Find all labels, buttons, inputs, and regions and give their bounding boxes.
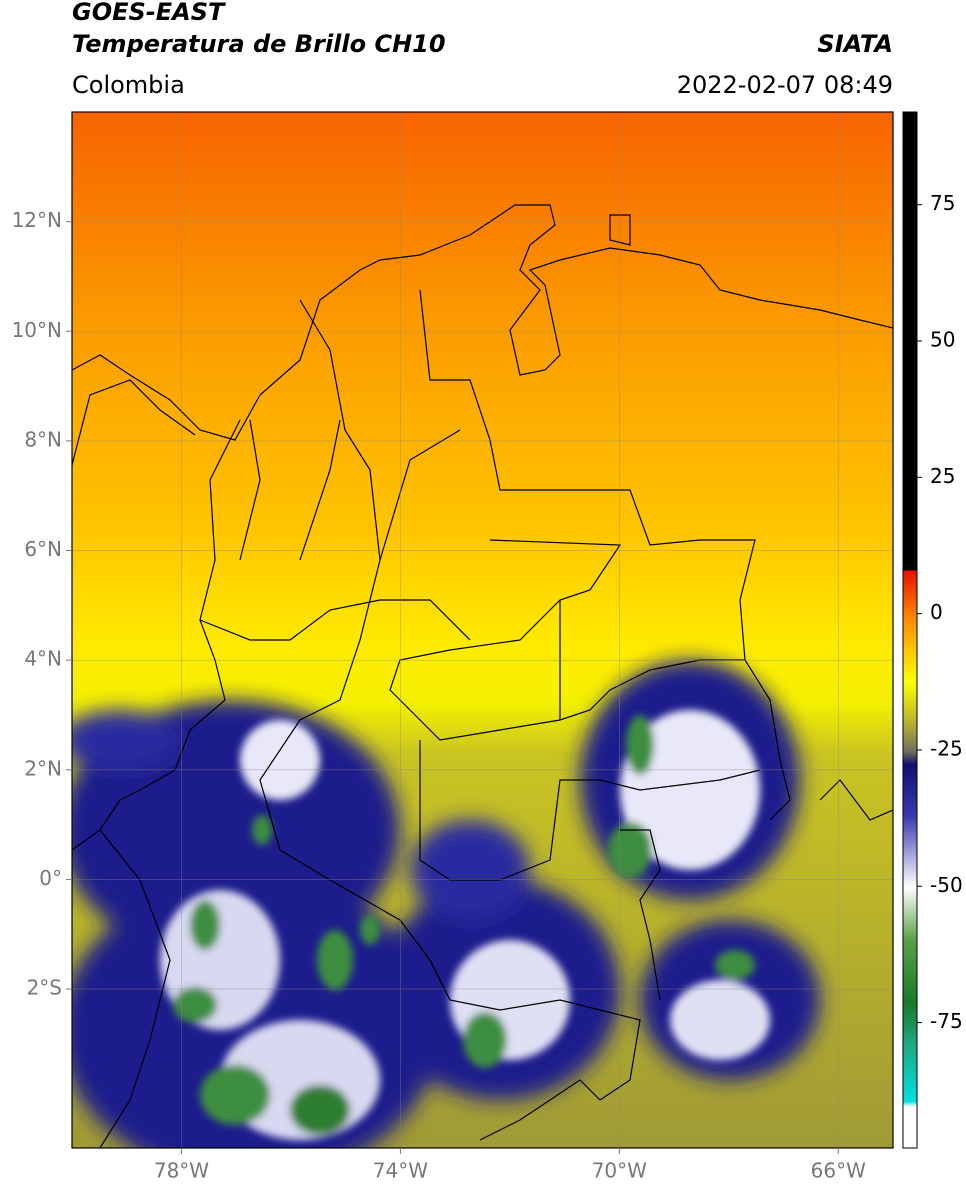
x-tick-label: 74°W	[373, 1159, 428, 1183]
y-tick-label: 6°N	[24, 537, 62, 561]
x-tick-label: 78°W	[154, 1159, 209, 1183]
y-tick-label: 2°S	[27, 976, 62, 1000]
colorbar-tick-label: -75	[930, 1009, 963, 1033]
colorbar-tick-label: -25	[930, 736, 963, 760]
colorbar-tick-label: -50	[930, 873, 963, 897]
y-tick-label: 4°N	[24, 647, 62, 671]
satellite-image	[72, 112, 893, 1148]
colorbar-tick-label: 75	[930, 191, 955, 215]
datetime: 2022-02-07 08:49	[677, 71, 893, 99]
region: Colombia	[72, 71, 185, 99]
x-tick-label: 66°W	[811, 1159, 866, 1183]
y-tick-label: 2°N	[24, 756, 62, 780]
grid	[72, 112, 893, 1148]
colorbar-tick-label: 25	[930, 464, 955, 488]
x-tick-label: 70°W	[592, 1159, 647, 1183]
coastlines	[72, 204, 893, 1148]
y-tick-label: 10°N	[12, 318, 62, 342]
subtitle: Temperatura de Brillo CH10	[72, 30, 446, 58]
y-tick-label: 0°	[39, 866, 62, 890]
source: SIATA	[817, 30, 893, 58]
colorbar	[902, 111, 918, 1149]
y-tick-label: 8°N	[24, 427, 62, 451]
y-tick-label: 12°N	[12, 208, 62, 232]
colorbar-tick-label: 50	[930, 328, 955, 352]
map-frame	[71, 111, 894, 1149]
colorbar-tick-label: 0	[930, 600, 943, 624]
title: GOES-EAST	[72, 0, 226, 26]
